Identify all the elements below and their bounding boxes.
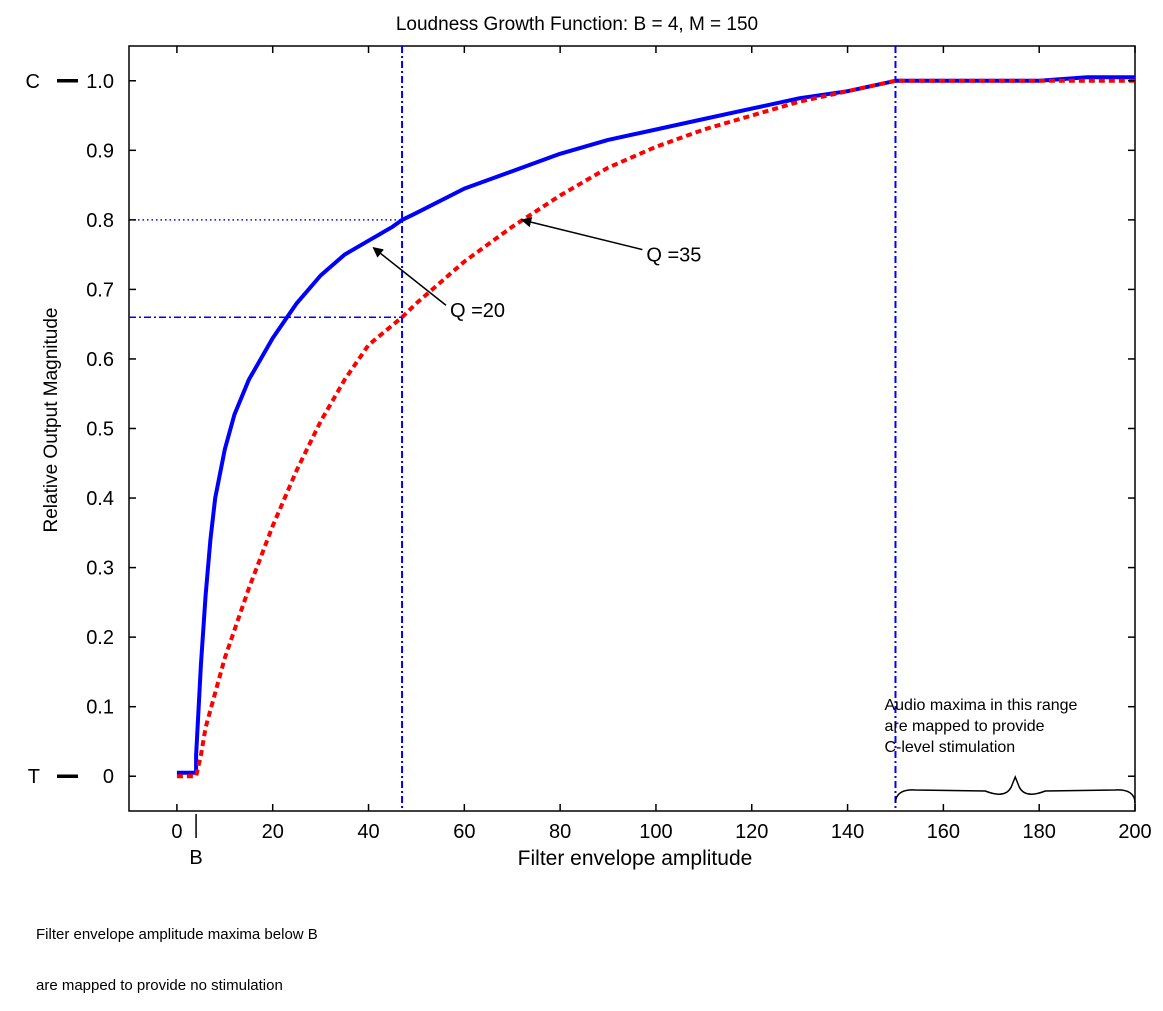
x-tick-label: 20 <box>262 821 284 843</box>
x-tick-label: 140 <box>831 821 864 843</box>
y-tick-label: 0.3 <box>86 558 114 580</box>
x-axis-label: Filter envelope amplitude <box>518 847 753 870</box>
y-tick-label: 0.1 <box>86 697 114 719</box>
x-tick-label: 200 <box>1118 821 1151 843</box>
footnote-line-2: are mapped to provide no stimulation <box>36 977 283 994</box>
x-tick-label: 180 <box>1023 821 1056 843</box>
y-tick-label: 0.7 <box>86 279 114 301</box>
level-label-c: C <box>26 71 40 93</box>
footnote-line-1: Filter envelope amplitude maxima below B <box>36 926 318 943</box>
level-markers: CT <box>26 71 78 788</box>
series-layer <box>176 75 1135 779</box>
range-brace <box>894 774 1136 804</box>
y-tick-label: 0 <box>103 766 114 788</box>
annotations: Q =20 Q =35 <box>372 217 701 322</box>
annotation-arrow-2 <box>520 217 643 251</box>
y-tick-label: 1.0 <box>86 71 114 93</box>
annotation-arrow-1 <box>372 247 447 306</box>
y-tick-label: 0.4 <box>86 488 114 510</box>
b-marker: B <box>189 814 203 869</box>
y-axis-label: Relative Output Magnitude <box>41 308 62 533</box>
y-tick-label: 0.9 <box>86 140 114 162</box>
y-tick-label: 0.5 <box>86 419 114 441</box>
x-tick-label: 100 <box>639 821 672 843</box>
x-tick-label: 120 <box>735 821 768 843</box>
range-note-line-3: C-level stimulation <box>884 739 1015 756</box>
x-axis-ticks: 0 20 40 60 80 100 120 140 160 180 200 <box>171 46 1152 843</box>
range-note-line-2: are mapped to provide <box>884 718 1044 735</box>
y-tick-label: 0.2 <box>86 627 114 649</box>
level-label-t: T <box>28 766 40 788</box>
annotation-label-1: Q =20 <box>450 300 505 322</box>
x-tick-label: 80 <box>549 821 571 843</box>
range-note-line-1: Audio maxima in this range <box>884 697 1077 714</box>
reference-lines <box>129 46 897 811</box>
footnote: Filter envelope amplitude maxima below B… <box>36 892 318 1011</box>
series-line-q35 <box>176 78 1135 779</box>
x-tick-label: 60 <box>453 821 475 843</box>
chart-title: Loudness Growth Function: B = 4, M = 150 <box>396 14 758 35</box>
x-tick-label: 160 <box>927 821 960 843</box>
plot-area: 0 20 40 60 80 100 120 140 160 180 200 0 0.1 0.2 0.3 0.… <box>86 45 1152 843</box>
annotation-label-2: Q =35 <box>646 245 701 267</box>
y-tick-label: 0.8 <box>86 210 114 232</box>
b-marker-label: B <box>189 847 202 869</box>
y-tick-label: 0.6 <box>86 349 114 371</box>
loudness-growth-chart: Loudness Growth Function: B = 4, M = 150… <box>26 14 1152 870</box>
range-note: Audio maxima in this range are mapped to … <box>884 697 1136 804</box>
x-tick-label: 40 <box>357 821 379 843</box>
x-tick-label: 0 <box>171 821 182 843</box>
y-axis-ticks: 0 0.1 0.2 0.3 0.4 0.5 0.6 0.7 0.8 0.9 1.0 <box>86 71 1135 788</box>
